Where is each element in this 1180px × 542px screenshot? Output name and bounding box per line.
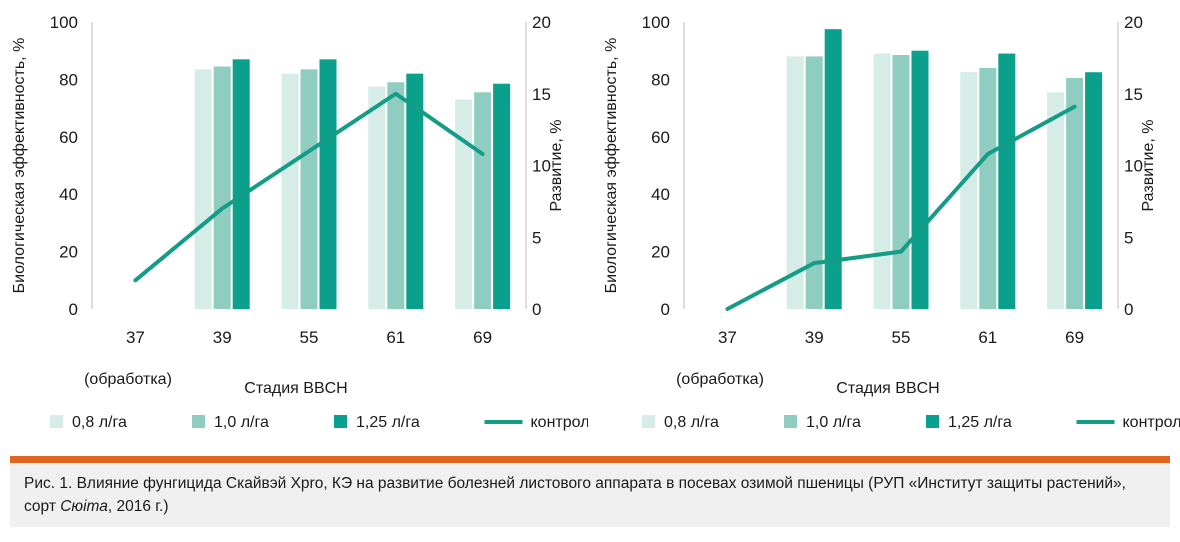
x-tick-label: 69: [473, 328, 492, 347]
bar: [1047, 92, 1065, 309]
y2-tick-label: 0: [1124, 300, 1133, 319]
y2-tick-label: 15: [532, 85, 551, 104]
y-axis-title: Биологическая эффективность, %: [603, 38, 620, 294]
x-category-note: (обработка): [84, 371, 172, 388]
y2-tick-label: 15: [1124, 85, 1143, 104]
caption-variety: Сюіта: [60, 498, 108, 515]
legend-label: 0,8 л/га: [664, 414, 719, 431]
legend-swatch: [50, 415, 63, 428]
y-axis-title: Биологическая эффективность, %: [11, 38, 28, 294]
y2-tick-label: 5: [532, 228, 541, 247]
y2-axis-title: Развитие, %: [548, 120, 565, 212]
x-axis-title: Стадия BBCH: [244, 380, 347, 397]
bar: [805, 56, 823, 309]
legend-swatch: [642, 415, 655, 428]
y-tick-label: 20: [59, 243, 78, 262]
y2-axis-title: Развитие, %: [1140, 120, 1157, 212]
bar: [194, 69, 212, 309]
x-tick-label: 37: [718, 328, 737, 347]
caption-text-start: Рис. 1. Влияние фунгицида Скайвэй Xpro, …: [24, 475, 1126, 515]
bar: [824, 29, 842, 310]
y2-tick-label: 0: [532, 300, 541, 319]
y2-tick-label: 5: [1124, 228, 1133, 247]
bar: [892, 55, 910, 309]
legend-swatch: [334, 415, 347, 428]
legend-label: 1,0 л/га: [806, 414, 861, 431]
bar: [406, 73, 424, 309]
bar: [232, 59, 250, 310]
y2-tick-label: 20: [1124, 13, 1143, 32]
legend-label: 1,0 л/га: [214, 414, 269, 431]
legend-swatch: [926, 415, 939, 428]
bar: [213, 66, 231, 309]
bar: [786, 56, 804, 309]
bar: [319, 59, 337, 310]
y-tick-label: 80: [651, 70, 670, 89]
bar: [998, 53, 1016, 309]
chart-left: 0 20 40 60 80 100 0 5 10 15 20 Биологическая эффект…: [11, 13, 589, 431]
x-tick-label: 55: [892, 328, 911, 347]
y-tick-label: 40: [651, 185, 670, 204]
bar: [455, 99, 473, 310]
legend-swatch: [784, 415, 797, 428]
y-tick-label: 100: [50, 13, 78, 32]
y2-tick-label: 10: [1124, 157, 1143, 176]
y-tick-label: 0: [661, 300, 670, 319]
bar: [1066, 77, 1084, 309]
caption-text-end: , 2016 г.): [107, 498, 169, 515]
y-tick-label: 100: [642, 13, 670, 32]
bar: [960, 72, 978, 309]
x-tick-label: 69: [1065, 328, 1084, 347]
y-tick-label: 80: [59, 70, 78, 89]
y2-tick-label: 10: [532, 157, 551, 176]
x-tick-label: 55: [300, 328, 319, 347]
legend-label: контроль: [531, 414, 589, 431]
figure-caption: Рис. 1. Влияние фунгицида Скайвэй Xpro, …: [10, 463, 1170, 527]
y-tick-label: 40: [59, 185, 78, 204]
control-line: [725, 104, 1077, 311]
bar: [493, 83, 511, 309]
control-line: [133, 91, 485, 283]
bar: [368, 86, 386, 309]
x-axis-title: Стадия BBCH: [836, 380, 939, 397]
x-tick-label: 39: [805, 328, 824, 347]
bar: [911, 50, 929, 309]
x-category-note: (обработка): [676, 371, 764, 388]
y-tick-label: 60: [59, 128, 78, 147]
x-tick-label: 37: [126, 328, 145, 347]
legend-swatch: [192, 415, 205, 428]
bar: [281, 73, 299, 309]
x-tick-label: 61: [386, 328, 405, 347]
caption-accent-bar: [10, 456, 1170, 463]
bar: [387, 82, 405, 310]
bar: [1085, 72, 1103, 309]
x-tick-label: 61: [978, 328, 997, 347]
y-tick-label: 0: [69, 300, 78, 319]
y-tick-label: 60: [651, 128, 670, 147]
y-tick-label: 20: [651, 243, 670, 262]
legend-label: 1,25 л/га: [356, 414, 420, 431]
x-tick-label: 39: [213, 328, 232, 347]
legend-label: 0,8 л/га: [72, 414, 127, 431]
bar: [979, 67, 997, 309]
chart-right: 0 20 40 60 80 100 0 5 10 15 20 Биологическая эффект…: [603, 13, 1180, 431]
bar: [474, 92, 492, 309]
legend-label: контроль: [1123, 414, 1180, 431]
bar: [873, 53, 891, 309]
legend-label: 1,25 л/га: [948, 414, 1012, 431]
y2-tick-label: 20: [532, 13, 551, 32]
bar: [300, 69, 318, 309]
